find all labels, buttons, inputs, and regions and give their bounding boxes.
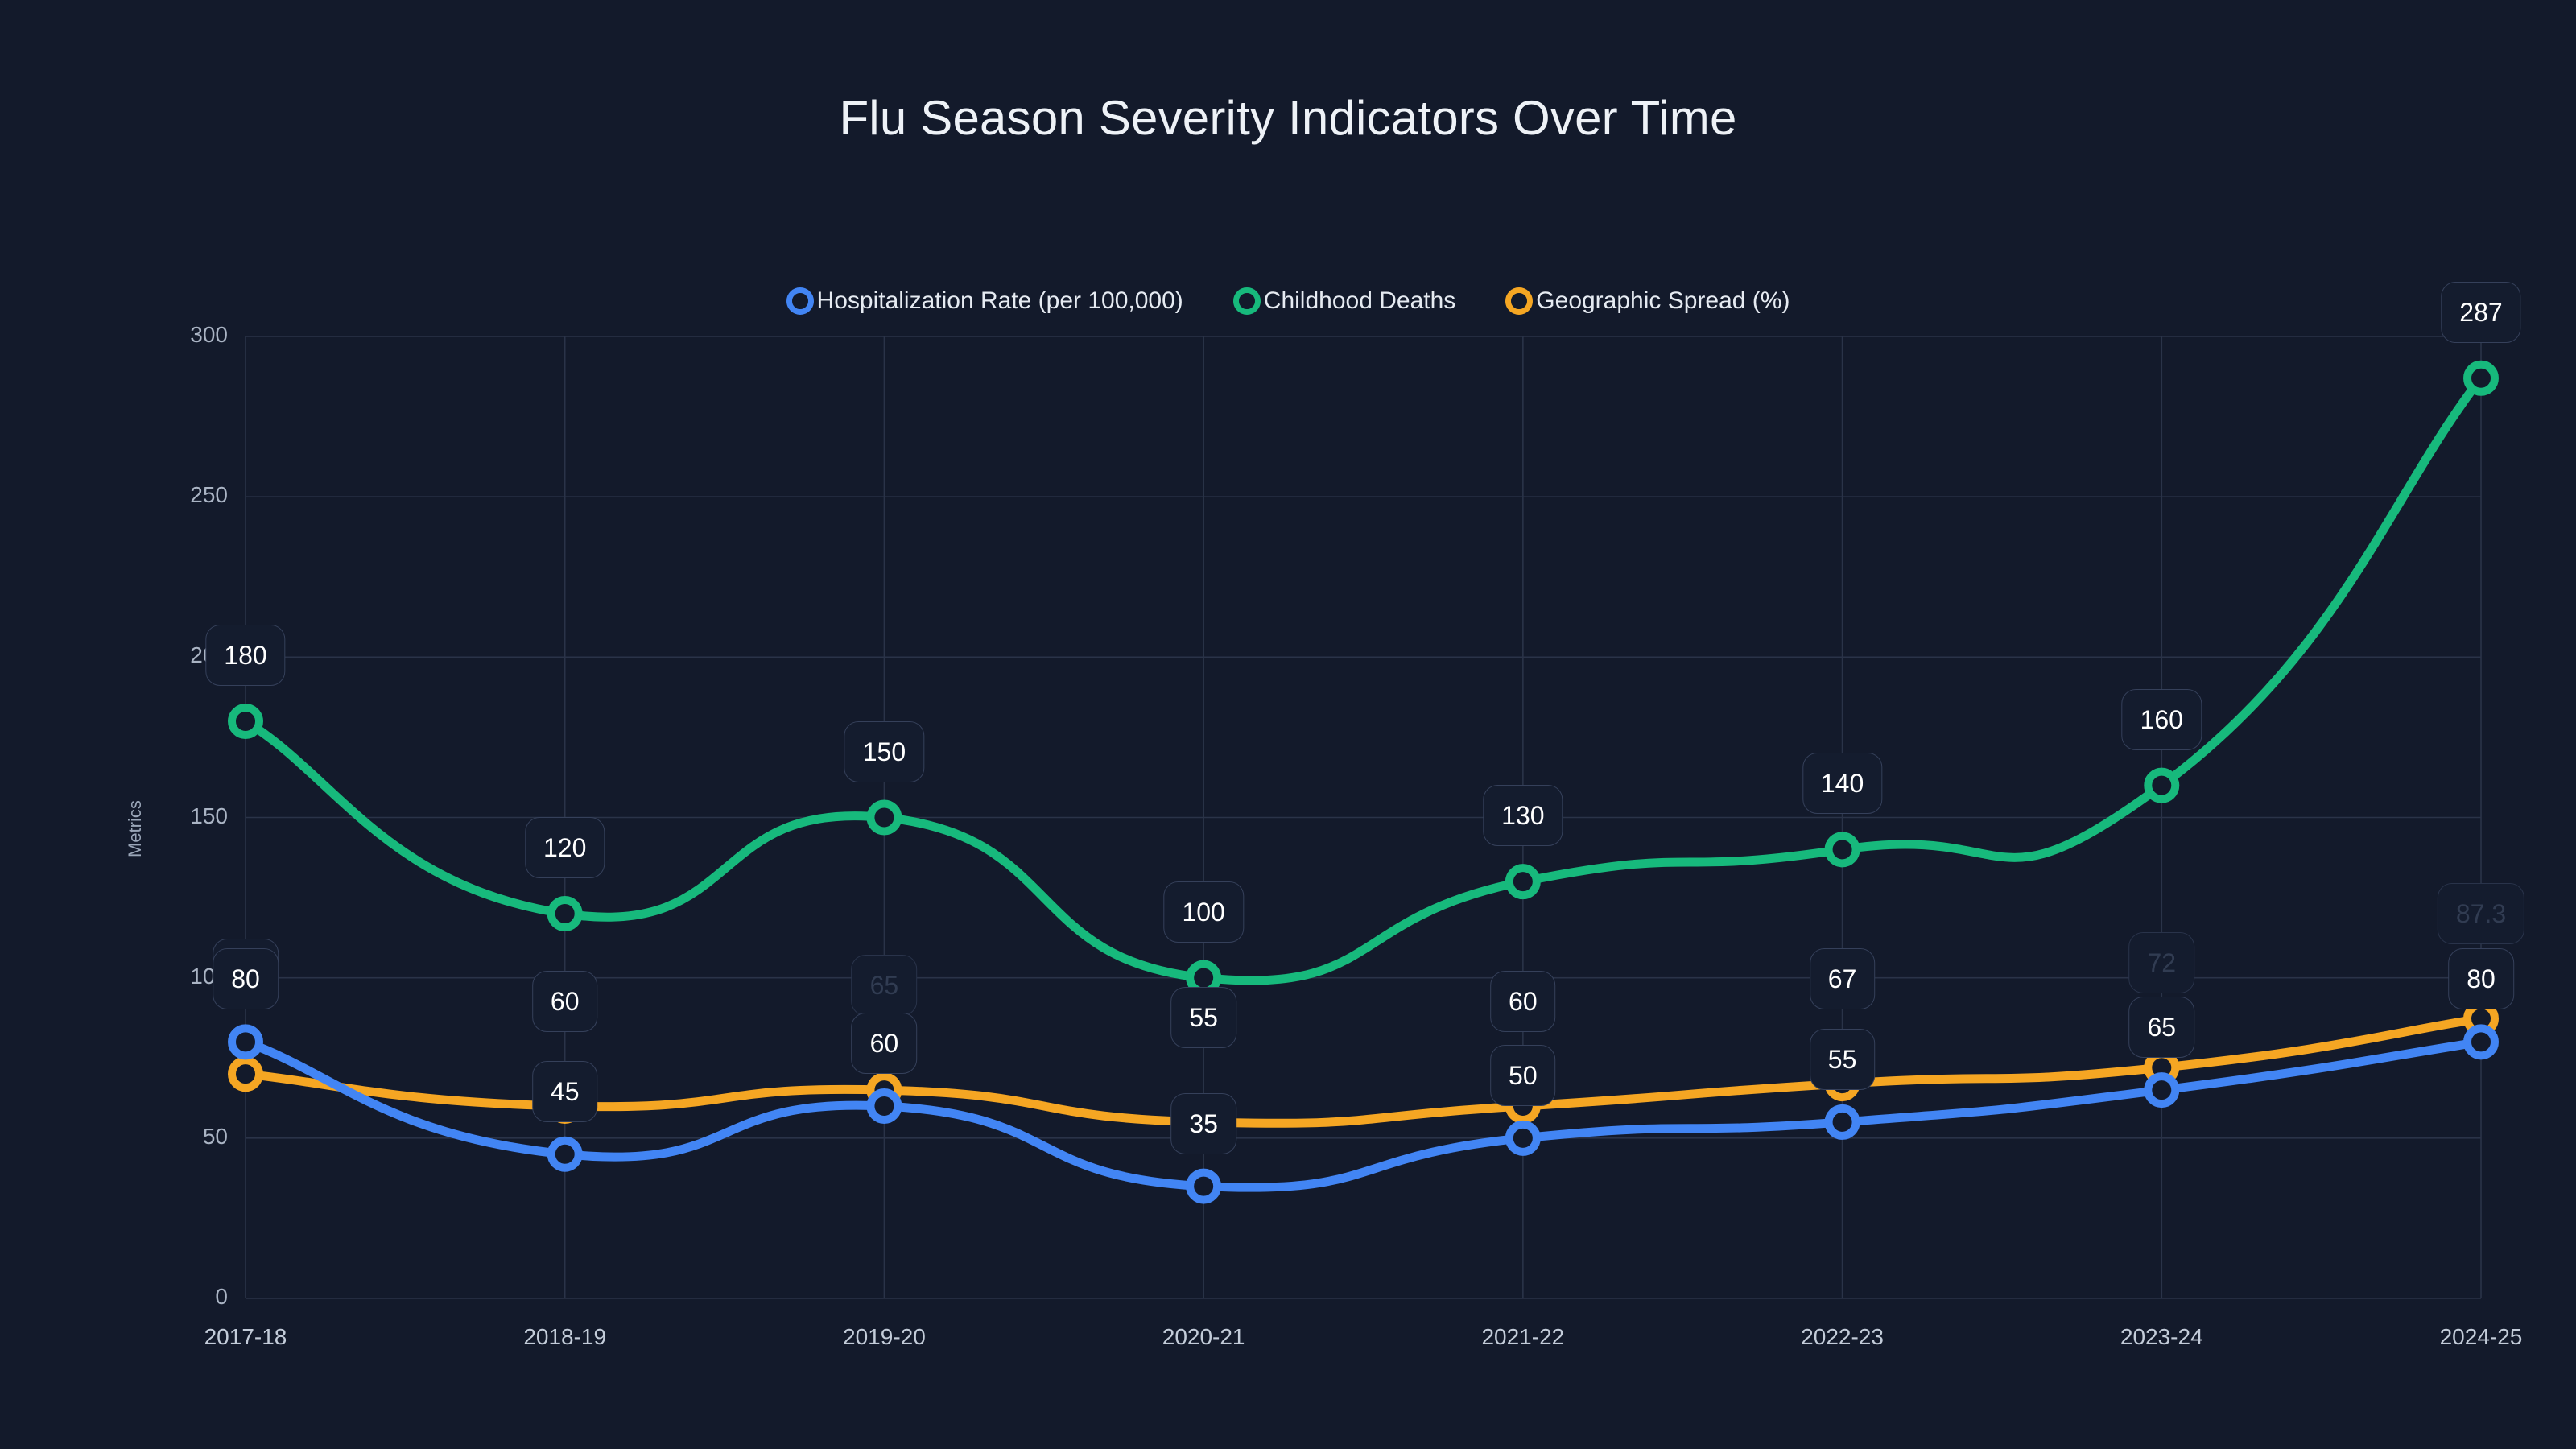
data-point-label: 140: [1802, 753, 1883, 815]
circle-outline-marker-icon: [1232, 287, 1261, 315]
data-point-label: 45: [531, 1060, 598, 1122]
series-line-1: [241, 374, 2486, 985]
circle-outline-marker-icon: [1505, 287, 1534, 315]
data-point-marker[interactable]: [228, 1024, 263, 1060]
data-point-label: 160: [2121, 688, 2202, 750]
y-axis-tick-label: 50: [202, 1123, 228, 1149]
data-point-label: 60: [851, 1013, 918, 1074]
data-point-marker[interactable]: [547, 1136, 583, 1172]
data-point-label: 55: [1809, 1028, 1876, 1090]
data-point-marker[interactable]: [1824, 1104, 1860, 1140]
data-point-label: 180: [205, 625, 286, 686]
data-point-label: 150: [844, 720, 925, 782]
data-point-label: 60: [1490, 971, 1556, 1032]
y-axis-tick-label: 0: [215, 1284, 228, 1309]
x-axis-tick-label: 2020-21: [1162, 1324, 1245, 1349]
data-point-marker[interactable]: [1505, 1120, 1541, 1156]
data-point-marker[interactable]: [1505, 864, 1541, 900]
x-axis-tick-label: 2023-24: [2120, 1324, 2203, 1349]
data-point-label: 65: [2128, 997, 2195, 1059]
data-point-label: 55: [1170, 986, 1236, 1048]
data-point-label: 80: [2448, 948, 2514, 1010]
data-point-label: 67: [1809, 948, 1876, 1010]
page-title: Flu Season Severity Indicators Over Time: [839, 91, 1737, 145]
legend-item-geographic-spread[interactable]: Geographic Spread (%): [1505, 287, 1790, 315]
data-point-marker[interactable]: [2144, 767, 2180, 803]
data-point-marker[interactable]: [2144, 1072, 2180, 1108]
data-point-marker[interactable]: [228, 1056, 263, 1092]
data-point-marker[interactable]: [1186, 1168, 1222, 1204]
x-axis-tick-label: 2021-22: [1481, 1324, 1565, 1349]
x-axis-tick-label: 2022-23: [1801, 1324, 1884, 1349]
data-point-label: 72: [2128, 932, 2195, 994]
legend-label-childhood-deaths: Childhood Deaths: [1263, 287, 1456, 314]
circle-outline-marker-icon: [786, 287, 814, 315]
legend-item-childhood-deaths[interactable]: Childhood Deaths: [1232, 287, 1456, 315]
legend-label-geographic-spread: Geographic Spread (%): [1536, 287, 1790, 314]
y-axis-title: Metrics: [125, 800, 145, 857]
data-point-label: 35: [1170, 1092, 1236, 1154]
data-point-label: 60: [531, 971, 598, 1032]
data-point-marker[interactable]: [2463, 1024, 2499, 1060]
data-point-label: 130: [1483, 785, 1563, 847]
data-point-label: 80: [213, 948, 279, 1010]
y-axis-tick-label: 250: [190, 482, 228, 508]
data-point-marker[interactable]: [547, 896, 583, 931]
x-axis-tick-label: 2024-25: [2439, 1324, 2523, 1349]
y-axis-tick-label: 150: [190, 803, 228, 828]
data-point-label: 65: [851, 955, 918, 1017]
data-point-label: 50: [1490, 1044, 1556, 1106]
series-line-0: [241, 1037, 2486, 1192]
x-axis-tick-label: 2018-19: [523, 1324, 607, 1349]
data-point-marker[interactable]: [2463, 360, 2499, 396]
legend-item-hospitalization-rate[interactable]: Hospitalization Rate (per 100,000): [786, 287, 1183, 315]
data-point-label: 120: [525, 817, 605, 878]
data-point-label: 287: [2441, 281, 2521, 343]
x-axis-tick-label: 2019-20: [843, 1324, 926, 1349]
data-point-marker[interactable]: [866, 1088, 902, 1124]
x-axis-tick-label: 2017-18: [204, 1324, 287, 1349]
data-point-label: 87.3: [2437, 883, 2525, 945]
series-line-2: [241, 1013, 2486, 1128]
legend-label-hospitalization-rate: Hospitalization Rate (per 100,000): [816, 287, 1183, 314]
data-point-marker[interactable]: [1824, 832, 1860, 868]
data-point-marker[interactable]: [866, 799, 902, 836]
y-axis-tick-label: 300: [190, 322, 228, 347]
data-point-marker[interactable]: [228, 704, 263, 739]
chart-legend: Hospitalization Rate (per 100,000) Child…: [0, 287, 2576, 315]
data-point-label: 100: [1163, 881, 1244, 943]
